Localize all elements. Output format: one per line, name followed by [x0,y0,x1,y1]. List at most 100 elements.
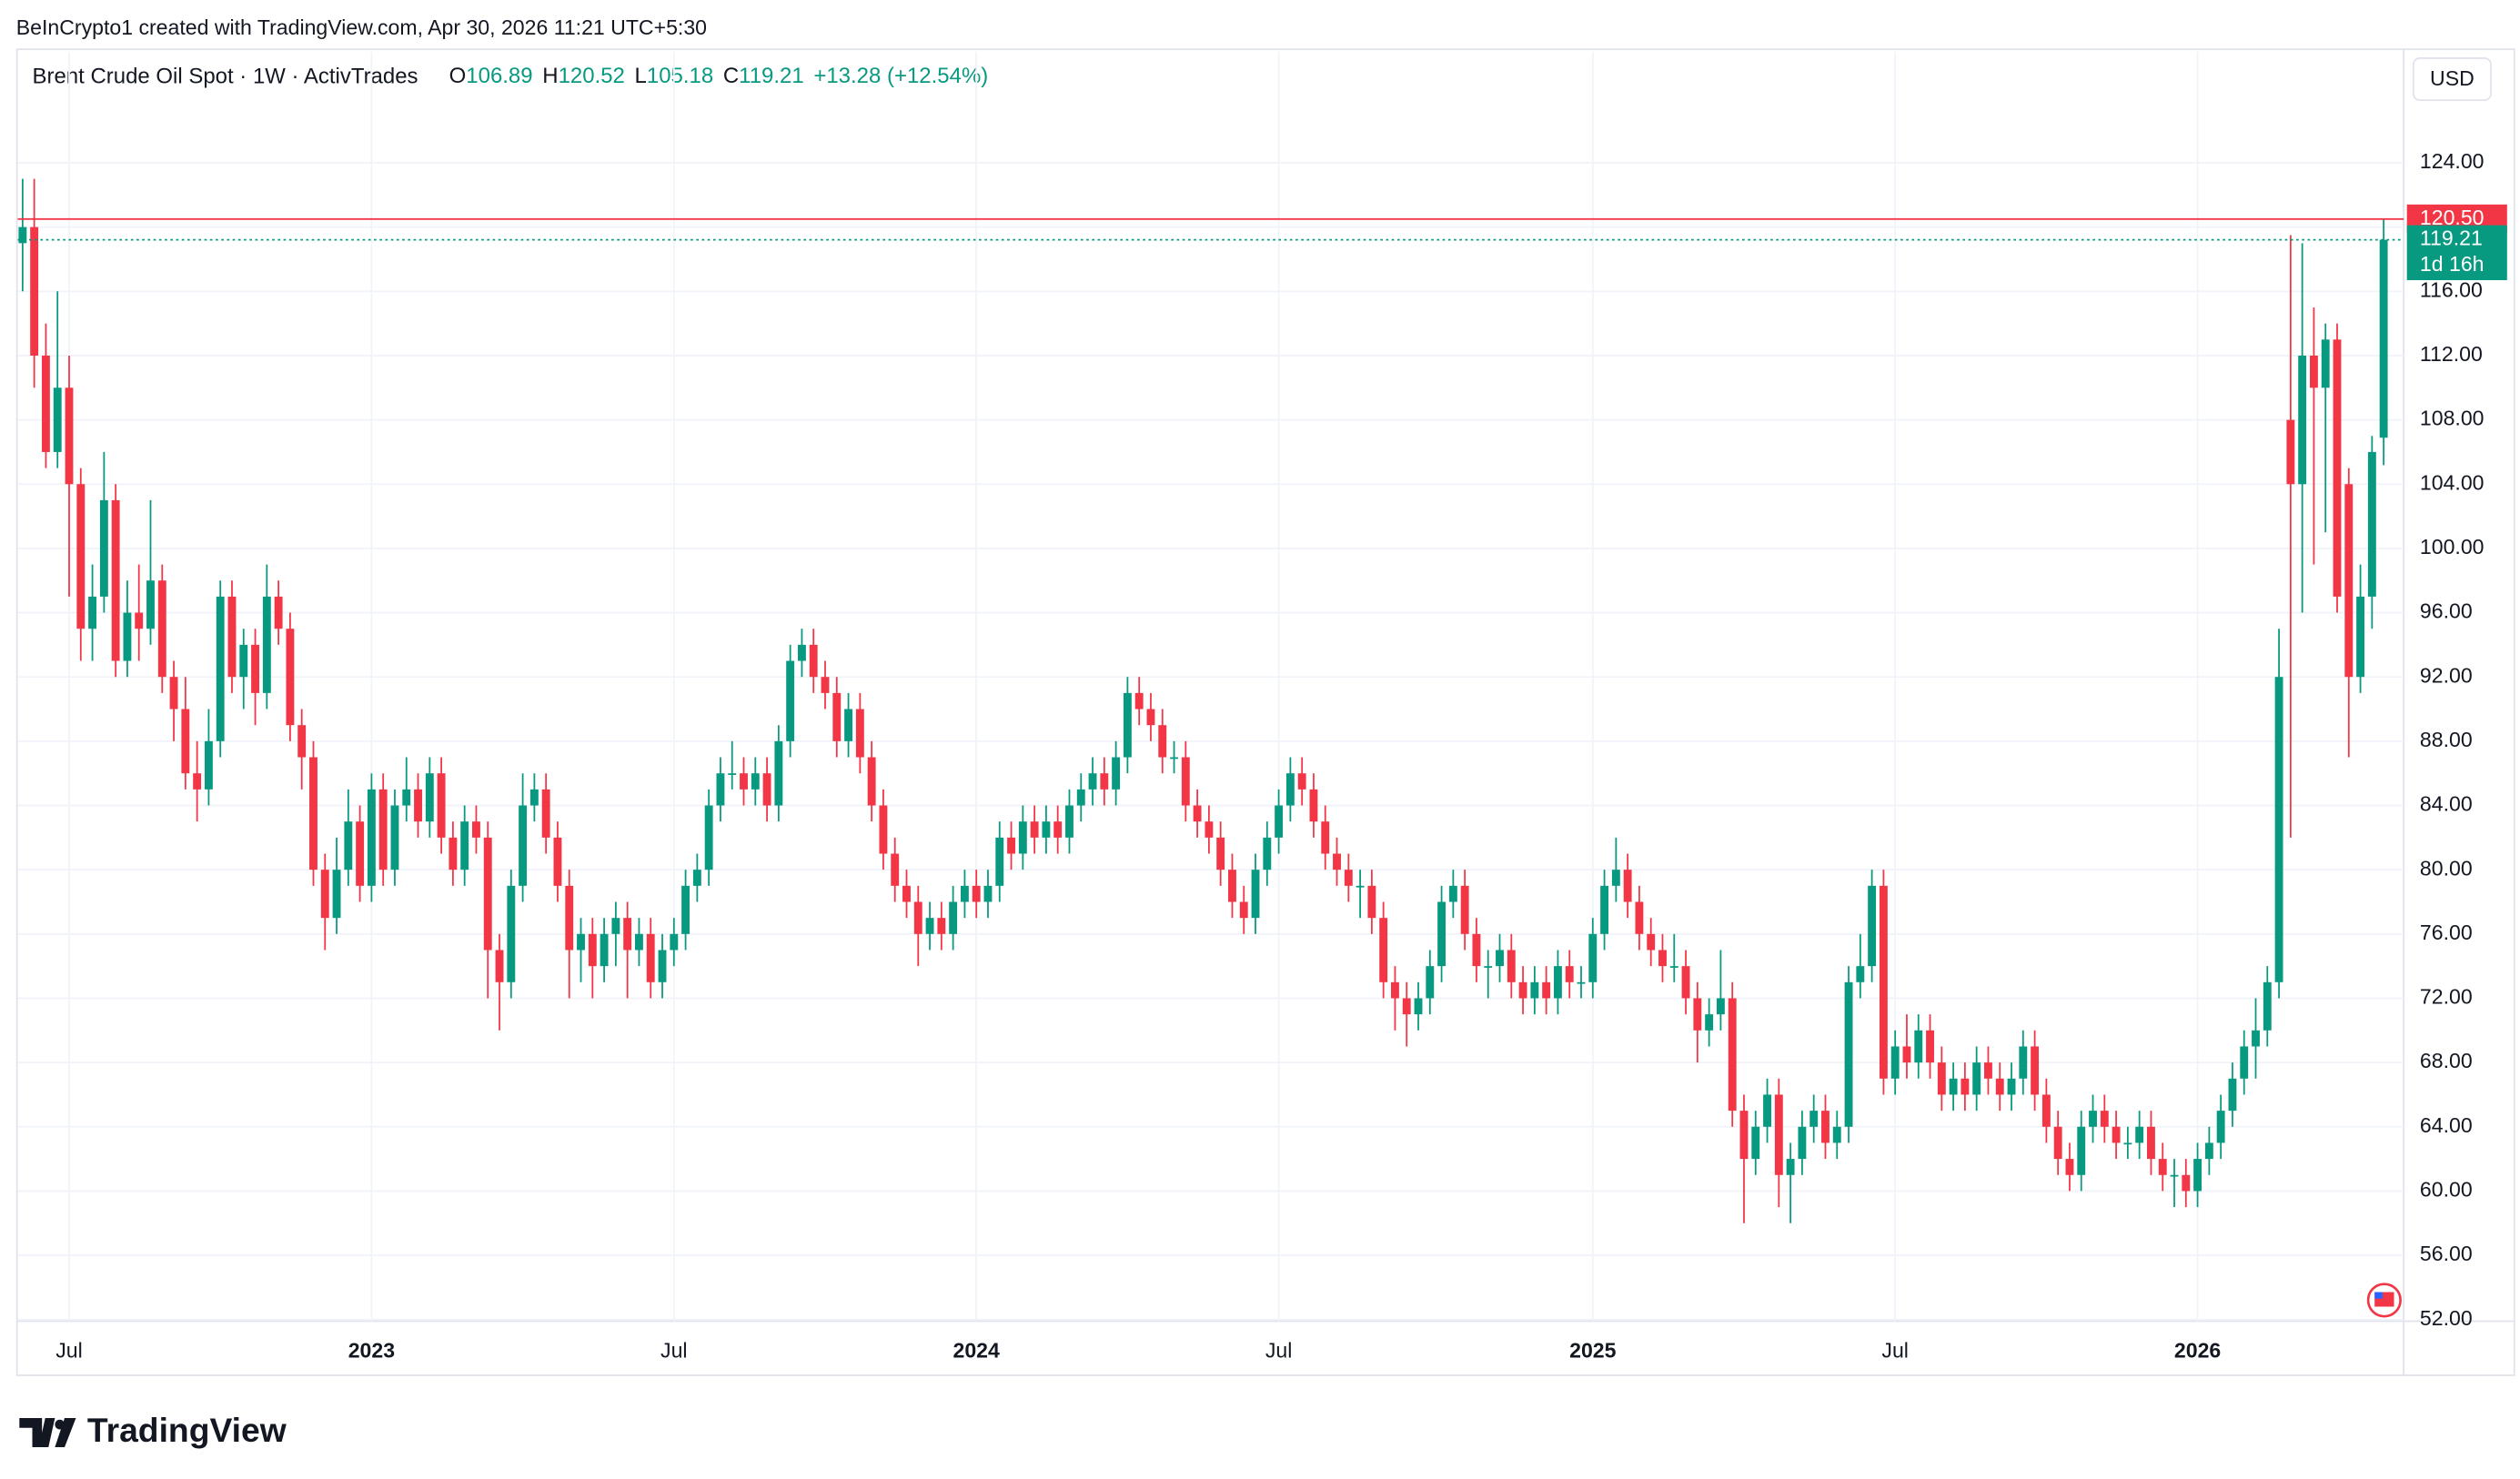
candle-body [297,725,307,758]
candle-body [30,226,39,356]
candle-body [1344,870,1353,886]
candle-body [1949,1078,1958,1095]
candle-body [204,740,213,790]
candle-body [646,933,655,982]
credit: BeInCrypto1 created with TradingView.com… [16,15,707,39]
candle-body [2228,1078,2237,1112]
candle-body [88,596,97,629]
candle-body [262,596,271,693]
candle-body [797,644,806,661]
candle-body [1879,885,1888,1079]
candle-body [704,805,713,870]
candle-body [1297,773,1306,790]
candle-body [600,933,609,967]
candle-body [925,918,934,934]
ohlc-key: O [449,65,467,89]
y-tick-label: 124.00 [2420,149,2485,173]
candle-body [472,821,480,838]
candle-body [1112,757,1121,790]
candle-body [949,901,958,934]
candle-body [1902,1046,1911,1063]
candle-body [344,821,353,870]
last-price-tag [2406,225,2507,280]
candle-body [135,612,144,629]
candle-body [2007,1078,2016,1095]
candle-body [2053,1126,2062,1160]
candle-body [1065,805,1074,838]
candle-body [995,837,1004,886]
candle-body [1275,805,1284,838]
candle-body [670,933,679,951]
y-tick-label: 80.00 [2420,856,2473,880]
candle-body [611,918,620,934]
candle-body [541,789,550,838]
candle-body [1914,1030,1923,1063]
candle-body [623,918,632,951]
candle-body [728,773,737,775]
candle-body [414,789,422,822]
candle-body [588,933,597,967]
candle-body [1216,837,1225,870]
x-tick-label: 2025 [1569,1338,1617,1362]
candle-body [1647,933,1656,951]
candle-body [146,580,155,629]
candle-body [2333,339,2342,597]
candle-body [1100,773,1109,790]
candle-body [123,612,132,661]
candle-body [2065,1159,2074,1175]
candle-body [2112,1126,2121,1143]
chart-frame [15,48,2515,1376]
ohlc-value: 105.18 [647,65,713,89]
candle-body [762,773,771,806]
candle-body [251,644,259,693]
candle-body [1356,885,1365,888]
candle-body [774,740,783,806]
candle-body [41,355,50,452]
candle-body [821,677,830,693]
candle-body [1437,901,1446,967]
currency: USD [2430,66,2475,90]
candle-body [2019,1046,2028,1079]
candle-body [1251,870,1260,919]
candle-body [18,226,27,244]
candle-body [519,805,528,886]
candles [18,178,2388,1223]
candle-body [157,580,166,678]
candle-body [1228,870,1236,902]
candle-body [2216,1111,2225,1143]
candle-body [692,870,701,886]
y-tick-label: 76.00 [2420,921,2473,944]
candle-body [681,885,690,934]
flag-canton [2374,1292,2384,1299]
candle-body [2100,1111,2109,1127]
symbol-title: Brent Crude Oil Spot · 1W · ActivTrades [33,65,418,89]
candle-body [53,387,62,452]
ohlc-key: L [635,65,647,89]
candle-body [1379,918,1388,982]
candle-body [1658,950,1667,967]
candle-body [1844,981,1853,1127]
price-level-label: 120.50 [2420,206,2485,229]
y-tick-label: 72.00 [2420,985,2473,1009]
candle-body [2286,419,2295,485]
candle-body [902,885,911,902]
y-tick-label: 100.00 [2420,535,2485,558]
candle-body [1774,1094,1783,1175]
candle-body [1530,981,1539,999]
candle-body [1146,709,1155,726]
candle-body [76,484,86,629]
currency-button[interactable] [2412,57,2492,102]
candle-body [495,950,504,982]
candle-body [1158,725,1167,758]
y-tick-label: 56.00 [2420,1242,2473,1265]
y-tick-label: 112.00 [2420,342,2483,366]
y-tick-label: 52.00 [2420,1306,2473,1330]
candle-body [1868,885,1877,967]
ohlc-key: H [542,65,558,89]
candle-body [181,709,190,774]
candle-body [844,709,853,741]
candle-body [227,596,237,678]
ohlc-legend: O106.89 H120.52 L105.18 C119.21 +13.28 (+12.… [449,65,989,89]
x-tick-label: 2026 [2174,1338,2221,1362]
